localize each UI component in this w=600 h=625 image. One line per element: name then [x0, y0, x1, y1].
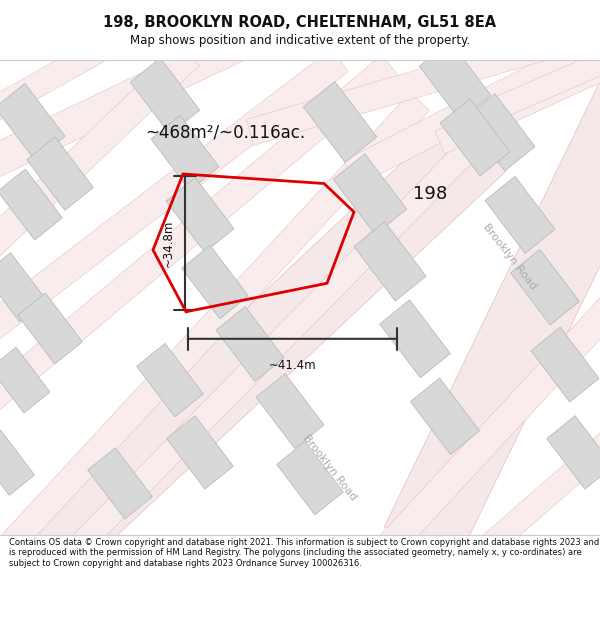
Text: Map shows position and indicative extent of the property.: Map shows position and indicative extent… [130, 34, 470, 47]
Polygon shape [182, 246, 248, 319]
Polygon shape [531, 328, 599, 402]
Polygon shape [0, 39, 106, 122]
Polygon shape [304, 82, 377, 162]
Polygon shape [166, 177, 234, 252]
Polygon shape [384, 72, 600, 564]
Polygon shape [440, 99, 510, 176]
Text: ~41.4m: ~41.4m [269, 359, 316, 372]
Polygon shape [71, 129, 488, 554]
Text: 198, BROOKLYN ROAD, CHELTENHAM, GL51 8EA: 198, BROOKLYN ROAD, CHELTENHAM, GL51 8EA [103, 15, 497, 30]
Polygon shape [18, 293, 82, 364]
Polygon shape [27, 137, 93, 210]
Text: ~34.8m: ~34.8m [162, 219, 175, 267]
Polygon shape [410, 378, 479, 454]
Polygon shape [130, 58, 200, 134]
Polygon shape [151, 116, 219, 191]
Polygon shape [167, 416, 233, 489]
Polygon shape [1, 92, 430, 554]
Polygon shape [419, 41, 491, 120]
Polygon shape [380, 300, 450, 378]
Polygon shape [88, 448, 152, 519]
Polygon shape [344, 26, 600, 186]
Polygon shape [547, 416, 600, 489]
Polygon shape [0, 169, 62, 240]
Text: Brooklyn Road: Brooklyn Road [301, 433, 359, 502]
Polygon shape [482, 422, 600, 555]
Polygon shape [0, 253, 46, 322]
Polygon shape [137, 344, 203, 417]
Polygon shape [354, 222, 426, 301]
Polygon shape [486, 44, 600, 122]
Polygon shape [380, 298, 600, 556]
Polygon shape [277, 441, 343, 515]
Polygon shape [465, 94, 535, 171]
Polygon shape [0, 348, 50, 413]
Polygon shape [0, 48, 349, 340]
Polygon shape [334, 154, 407, 234]
Polygon shape [0, 430, 35, 495]
Text: Contains OS data © Crown copyright and database right 2021. This information is : Contains OS data © Crown copyright and d… [9, 538, 599, 568]
Polygon shape [216, 307, 284, 381]
Polygon shape [0, 24, 257, 178]
Polygon shape [0, 83, 65, 161]
Text: 198: 198 [413, 185, 447, 203]
Text: ~468m²/~0.116ac.: ~468m²/~0.116ac. [145, 123, 305, 141]
Polygon shape [256, 374, 324, 449]
Text: Brooklyn Road: Brooklyn Road [481, 221, 539, 291]
Polygon shape [435, 49, 600, 154]
Polygon shape [485, 176, 555, 253]
Polygon shape [0, 44, 200, 256]
Polygon shape [511, 249, 579, 325]
Polygon shape [25, 114, 506, 574]
Polygon shape [0, 55, 398, 411]
Polygon shape [247, 26, 574, 145]
